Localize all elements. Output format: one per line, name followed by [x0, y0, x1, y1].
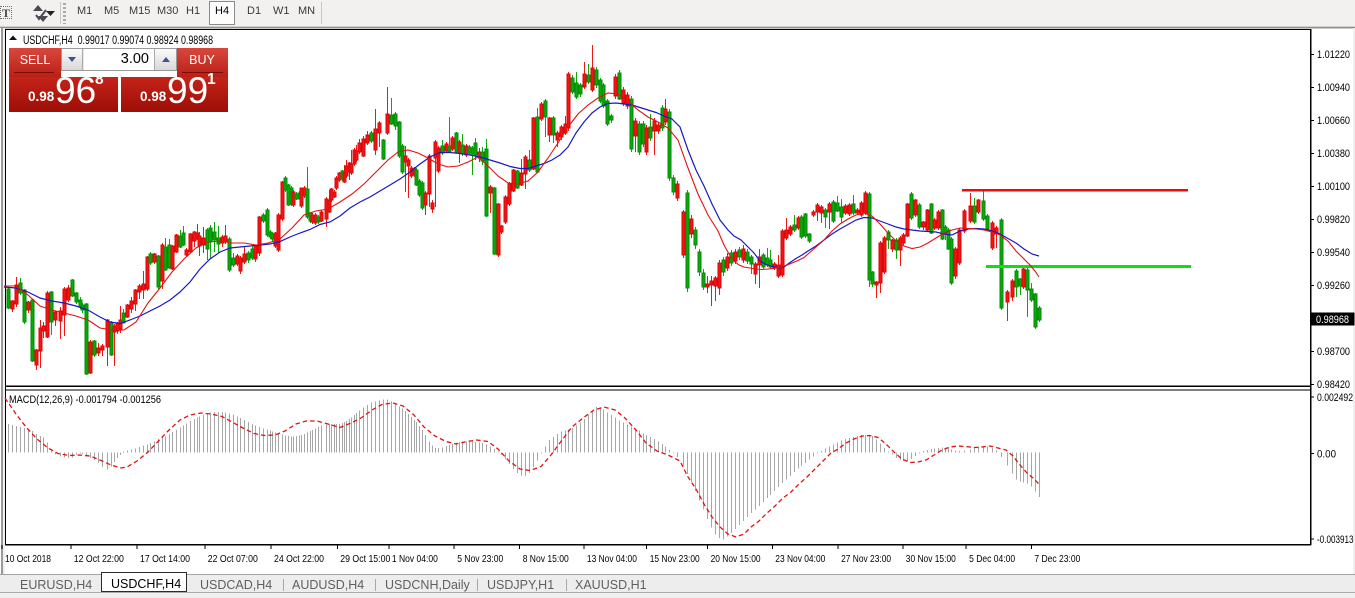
- svg-text:22 Oct 07:00: 22 Oct 07:00: [208, 553, 258, 565]
- svg-text:23 Nov 04:00: 23 Nov 04:00: [775, 553, 825, 565]
- svg-text:17 Oct 14:00: 17 Oct 14:00: [140, 553, 190, 565]
- svg-text:USDCHF,H4 0.99017 0.99074 0.9: USDCHF,H4 0.99017 0.99074 0.98924 0.9896…: [23, 35, 213, 47]
- svg-text:12 Oct 22:00: 12 Oct 22:00: [74, 553, 124, 565]
- svg-text:0.002492: 0.002492: [1317, 392, 1353, 404]
- svg-text:1.00380: 1.00380: [1317, 148, 1350, 160]
- svg-text:15 Nov 23:00: 15 Nov 23:00: [650, 553, 700, 565]
- svg-text:5 Dec 04:00: 5 Dec 04:00: [969, 553, 1015, 565]
- svg-text:1.01220: 1.01220: [1317, 49, 1350, 61]
- svg-text:5 Nov 23:00: 5 Nov 23:00: [457, 553, 503, 565]
- svg-text:0.98968: 0.98968: [1316, 314, 1349, 326]
- svg-text:24 Oct 22:00: 24 Oct 22:00: [274, 553, 324, 565]
- svg-text:20 Nov 15:00: 20 Nov 15:00: [711, 553, 761, 565]
- svg-text:MACD(12,26,9) -0.001794 -0.001: MACD(12,26,9) -0.001794 -0.001256: [9, 394, 161, 406]
- svg-text:27 Nov 23:00: 27 Nov 23:00: [841, 553, 891, 565]
- svg-text:0.00: 0.00: [1317, 448, 1336, 460]
- svg-text:7 Dec 23:00: 7 Dec 23:00: [1034, 553, 1080, 565]
- svg-text:13 Nov 04:00: 13 Nov 04:00: [587, 553, 637, 565]
- svg-text:0.98420: 0.98420: [1317, 379, 1350, 391]
- svg-text:-0.003913: -0.003913: [1317, 534, 1354, 546]
- svg-text:10 Oct 2018: 10 Oct 2018: [5, 553, 51, 565]
- svg-text:1.00100: 1.00100: [1317, 181, 1350, 193]
- svg-text:0.99820: 0.99820: [1317, 214, 1350, 226]
- svg-text:0.99260: 0.99260: [1317, 280, 1350, 292]
- svg-text:0.99540: 0.99540: [1317, 247, 1350, 259]
- svg-text:0.98700: 0.98700: [1317, 346, 1350, 358]
- svg-text:1.00940: 1.00940: [1317, 82, 1350, 94]
- svg-text:29 Oct 15:00: 29 Oct 15:00: [340, 553, 390, 565]
- svg-text:8 Nov 15:00: 8 Nov 15:00: [523, 553, 569, 565]
- svg-text:1 Nov 04:00: 1 Nov 04:00: [392, 553, 438, 565]
- svg-text:30 Nov 15:00: 30 Nov 15:00: [906, 553, 956, 565]
- svg-text:1.00660: 1.00660: [1317, 115, 1350, 127]
